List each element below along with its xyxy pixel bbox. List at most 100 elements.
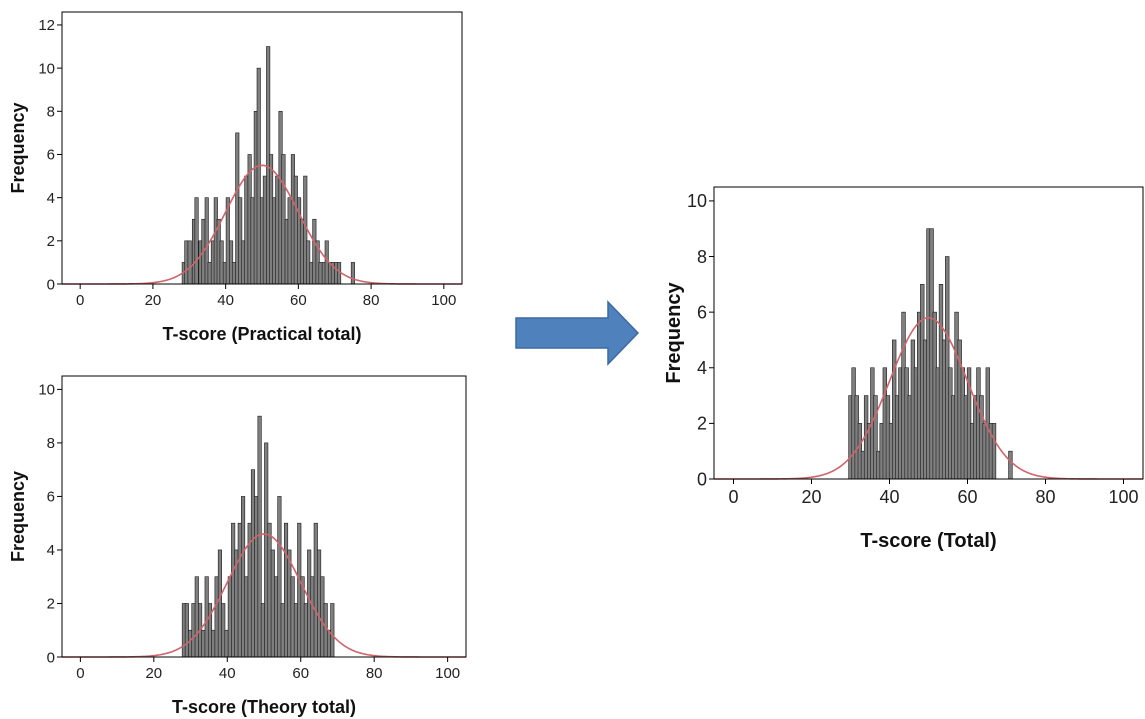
total-y-tick-label: 6 <box>697 302 707 322</box>
theory-bar <box>326 629 332 658</box>
practical-y-axis-title: Frequency <box>8 102 28 193</box>
practical-bar <box>350 262 355 285</box>
practical-bar <box>187 240 192 285</box>
practical-bar <box>244 175 249 285</box>
practical-x-tick-label: 60 <box>290 292 307 309</box>
practical-bar <box>207 262 212 285</box>
total-y-axis-title: Frequency <box>663 282 685 384</box>
practical-bar <box>312 218 317 285</box>
theory-x-axis-title: T-score (Theory total) <box>172 697 356 717</box>
total-y-tick-label: 10 <box>687 191 707 211</box>
theory-bar <box>264 442 269 658</box>
theory-bar <box>260 603 265 658</box>
theory-bar <box>184 603 189 658</box>
practical-x-tick-label: 40 <box>217 292 234 309</box>
practical-bar <box>262 175 267 285</box>
theory-bar <box>287 549 292 658</box>
theory-x-tick-label: 40 <box>219 665 236 682</box>
theory-bar <box>241 496 246 658</box>
right-arrow-icon <box>515 300 640 366</box>
practical-bar <box>299 218 305 285</box>
practical-bars <box>181 46 355 285</box>
theory-bar <box>254 496 259 658</box>
theory-bar <box>194 576 199 658</box>
theory-bar <box>244 576 249 658</box>
practical-bar <box>281 154 286 285</box>
theory-bar <box>201 629 206 658</box>
theory-y-tick-label: 6 <box>47 489 55 506</box>
theory-y-tick-label: 0 <box>47 649 55 666</box>
total-plot-frame <box>713 186 1144 480</box>
theory-bar <box>188 629 193 658</box>
total-bars <box>848 228 1013 480</box>
practical-x-tick-label: 80 <box>363 292 380 309</box>
theory-plot-frame <box>61 375 467 658</box>
practical-plot-frame <box>61 11 463 285</box>
theory-bar <box>191 603 196 658</box>
theory-y-tick-label: 4 <box>47 542 55 559</box>
theory-bar <box>320 576 325 658</box>
theory-bar <box>231 522 236 658</box>
practical-bar <box>238 197 243 285</box>
total-x-axis: 0 20 40 60 80 100 <box>728 479 1139 507</box>
theory-bar <box>280 603 285 658</box>
chart-practical-histogram: 0 2 4 6 8 10 12 0 20 40 60 80 100 T-score (Practica… <box>8 11 463 344</box>
practical-bar <box>219 240 224 285</box>
practical-y-tick-label: 10 <box>38 60 55 77</box>
practical-y-axis: 0 2 4 6 8 10 12 <box>38 17 62 293</box>
chart-total-histogram: 0 2 4 6 8 10 0 20 40 60 80 100 T-score (Total) Fre… <box>663 186 1144 552</box>
practical-x-tick-label: 20 <box>145 292 162 309</box>
total-y-tick-label: 4 <box>697 358 707 378</box>
theory-bar <box>221 603 226 658</box>
theory-bar <box>227 576 232 658</box>
practical-bar <box>293 175 298 285</box>
practical-y-tick-label: 2 <box>47 233 55 250</box>
theory-bar <box>257 415 262 658</box>
theory-bar <box>217 549 222 658</box>
practical-y-tick-label: 8 <box>47 104 55 121</box>
practical-y-tick-label: 12 <box>38 17 55 34</box>
practical-x-axis-title: T-score (Practical total) <box>162 324 361 344</box>
total-bar <box>1008 450 1013 480</box>
theory-x-tick-label: 100 <box>435 665 460 682</box>
theory-bars <box>181 415 335 658</box>
theory-bar <box>307 549 312 658</box>
theory-bar <box>303 603 308 658</box>
practical-bar <box>231 262 237 285</box>
total-x-axis-title: T-score (Total) <box>860 530 996 552</box>
theory-bar <box>270 549 275 658</box>
practical-bar <box>184 240 189 285</box>
total-x-tick-label: 20 <box>801 487 821 507</box>
practical-y-tick-label: 0 <box>47 276 55 293</box>
practical-x-axis: 0 20 40 60 80 100 <box>76 284 456 309</box>
theory-bar <box>237 522 242 658</box>
total-x-tick-label: 0 <box>728 487 738 507</box>
total-bar <box>991 423 997 480</box>
theory-bar <box>317 549 322 658</box>
total-x-tick-label: 60 <box>957 487 977 507</box>
practical-bar <box>250 197 255 285</box>
theory-x-tick-label: 20 <box>145 665 162 682</box>
theory-y-tick-label: 10 <box>38 382 55 399</box>
theory-bar <box>277 496 282 658</box>
practical-x-tick-label: 0 <box>76 292 84 309</box>
theory-bar <box>274 576 279 658</box>
theory-bar <box>310 576 315 658</box>
practical-bar <box>194 197 199 285</box>
total-y-tick-label: 2 <box>697 414 707 434</box>
chart-theory-histogram: 0 2 4 6 8 10 0 20 40 60 80 100 T-score (Theory tot… <box>8 375 467 717</box>
theory-bar <box>204 576 209 658</box>
practical-y-tick-label: 4 <box>47 190 55 207</box>
total-y-axis: 0 2 4 6 8 10 <box>687 191 714 489</box>
total-x-tick-label: 80 <box>1035 487 1055 507</box>
practical-bar <box>306 240 311 285</box>
total-y-tick-label: 0 <box>697 469 707 489</box>
theory-x-tick-label: 0 <box>76 665 84 682</box>
theory-bar <box>207 603 213 658</box>
theory-x-tick-label: 80 <box>366 665 383 682</box>
theory-x-axis: 0 20 40 60 80 100 <box>76 657 460 682</box>
theory-x-tick-label: 60 <box>292 665 309 682</box>
total-x-tick-label: 40 <box>879 487 899 507</box>
theory-bar <box>211 629 216 658</box>
